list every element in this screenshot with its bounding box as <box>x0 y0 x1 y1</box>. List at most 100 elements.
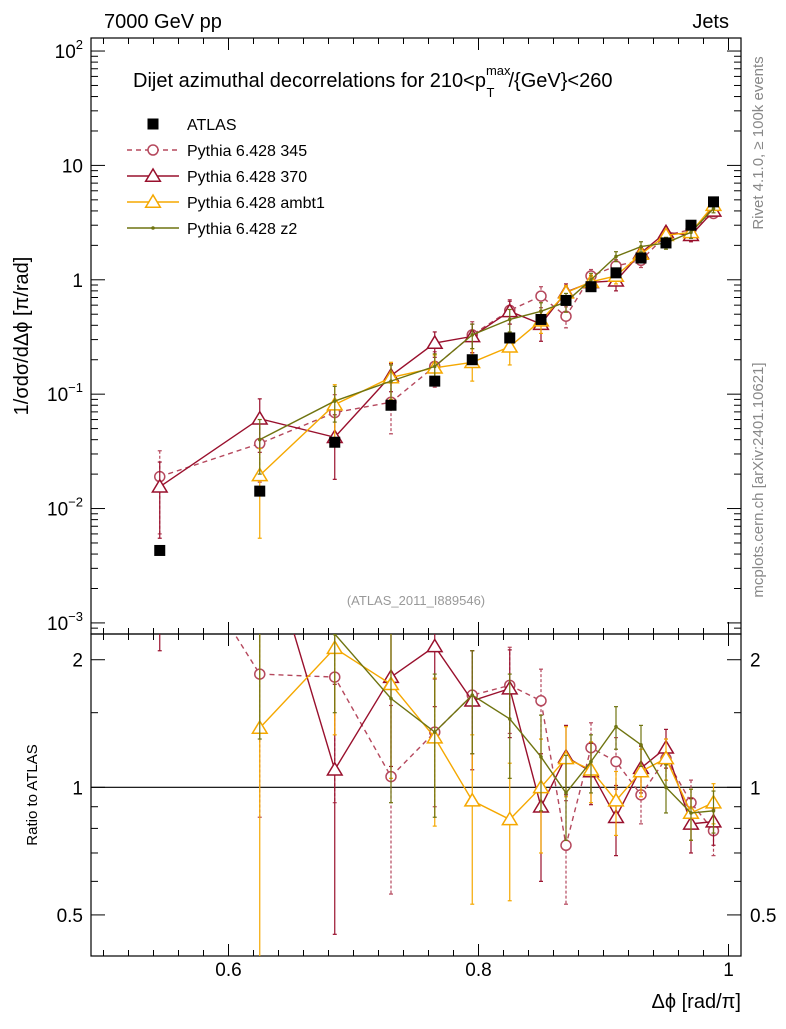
atlas-data-point <box>154 544 166 556</box>
y-tick-label: 10−3 <box>47 609 83 635</box>
ratio-line <box>333 634 714 814</box>
ratio-point <box>332 634 337 636</box>
legend-entry: Pythia 6.428 345 <box>127 143 307 160</box>
rivet-label: Rivet 4.1.0, ≥ 100k events <box>750 56 767 229</box>
ratio-point <box>507 717 512 721</box>
ratio-data-layer <box>157 596 723 956</box>
atlas-data-point <box>466 354 478 366</box>
y-axis-label: 1/σdσ/dΔϕ [π/rad] <box>11 257 33 416</box>
data-point <box>389 379 393 383</box>
ratio-point <box>258 596 262 600</box>
data-point <box>470 333 475 337</box>
atlas-data <box>154 196 719 556</box>
data-point <box>639 244 643 249</box>
ratio-point <box>470 693 475 697</box>
atlas-data-point <box>429 375 441 387</box>
data-point <box>614 254 618 259</box>
data-point <box>539 309 543 314</box>
data-point <box>151 478 169 493</box>
ratio-point <box>432 730 437 734</box>
mcplots-label: mcplots.cern.ch [arXiv:2401.10621] <box>750 362 767 597</box>
ratio-point <box>560 839 572 852</box>
legend-marker <box>147 118 159 130</box>
ratio-point <box>610 755 622 768</box>
ratio-tick-label: 0.5 <box>57 906 83 927</box>
atlas-data-point <box>560 294 572 306</box>
data-point <box>711 206 716 211</box>
legend-label: Pythia 6.428 ambt1 <box>187 195 325 212</box>
ratio-line <box>293 634 714 825</box>
ratio-point <box>689 811 693 815</box>
atlas-data-point <box>585 281 597 293</box>
series-2 <box>251 196 723 539</box>
atlas-data-point <box>385 399 397 411</box>
atlas-data-point <box>504 332 516 344</box>
y-tick-label: 10 <box>62 156 83 177</box>
legend-entry: Pythia 6.428 370 <box>127 167 307 186</box>
ratio-series-1 <box>157 634 723 935</box>
ratio-point <box>564 791 568 795</box>
x-tick-label: 0.6 <box>215 960 241 981</box>
legend-entry: Pythia 6.428 ambt1 <box>127 193 325 212</box>
legend-label: ATLAS <box>187 117 237 134</box>
series-3 <box>257 203 716 475</box>
ratio-point <box>607 792 625 807</box>
data-point <box>589 277 593 282</box>
y-tick-label: 102 <box>55 37 83 63</box>
atlas-data-point <box>660 237 672 249</box>
atlas-data-point <box>610 267 622 279</box>
legend-label: Pythia 6.428 345 <box>187 143 307 160</box>
ratio-point <box>711 809 716 813</box>
data-point <box>507 317 512 322</box>
y-tick-label: 1 <box>72 271 83 292</box>
ratio-y-axis-label: Ratio to ATLAS <box>24 744 41 845</box>
analysis-id: (ATLAS_2011_I889546) <box>347 593 485 608</box>
ratio-point <box>664 785 668 790</box>
atlas-data-point <box>329 436 341 448</box>
y-tick-label: 10−1 <box>47 380 83 406</box>
ratio-tick-label: 1 <box>72 778 83 799</box>
legend-entry: Pythia 6.428 z2 <box>127 221 297 238</box>
ratio-point <box>614 724 618 729</box>
series-line <box>259 208 715 441</box>
legend-marker <box>144 167 162 182</box>
atlas-data-point <box>635 252 647 264</box>
atlas-data-point <box>254 485 266 497</box>
legend-marker <box>151 226 155 230</box>
atlas-data-point <box>708 196 719 208</box>
header-left: 7000 GeV pp <box>104 11 222 33</box>
header-right: Jets <box>692 11 729 33</box>
ratio-point <box>463 792 481 807</box>
ratio-point <box>539 755 543 759</box>
data-point <box>535 290 547 302</box>
data-point <box>257 437 262 442</box>
ratio-series-2 <box>251 634 723 956</box>
ratio-plot-frame <box>90 633 742 957</box>
ratio-point <box>326 761 344 776</box>
ticks-layer: 0.6 0.8 1 102 10 1 10−1 10−2 10−3 2 2 1 1 0.5 0.5 <box>47 37 776 981</box>
ratio-point <box>426 637 444 653</box>
atlas-data-point <box>535 313 547 325</box>
ratio-series-3 <box>257 596 716 841</box>
atlas-data-point <box>685 219 697 231</box>
ratio-tick-label-right: 0.5 <box>750 906 776 927</box>
ratio-point <box>632 763 650 778</box>
legend-label: Pythia 6.428 370 <box>187 169 307 186</box>
ratio-point <box>389 696 393 701</box>
x-axis-label: Δϕ [rad/π] <box>652 991 742 1013</box>
ratio-series-0 <box>233 634 720 905</box>
legend-marker <box>147 144 159 156</box>
legend: ATLAS Pythia 6.428 345 Pythia 6.428 370 Pyt… <box>127 117 325 238</box>
ratio-point <box>501 810 519 826</box>
legend-label: Pythia 6.428 z2 <box>187 221 297 238</box>
data-point <box>501 338 519 353</box>
ratio-point <box>639 742 643 747</box>
data-point <box>426 334 444 350</box>
ratio-line <box>233 634 715 846</box>
ratio-tick-label-right: 1 <box>750 778 761 799</box>
ratio-point <box>535 695 547 707</box>
ratio-tick-label-right: 2 <box>750 651 761 672</box>
data-point <box>689 230 693 235</box>
data-point <box>332 399 337 403</box>
